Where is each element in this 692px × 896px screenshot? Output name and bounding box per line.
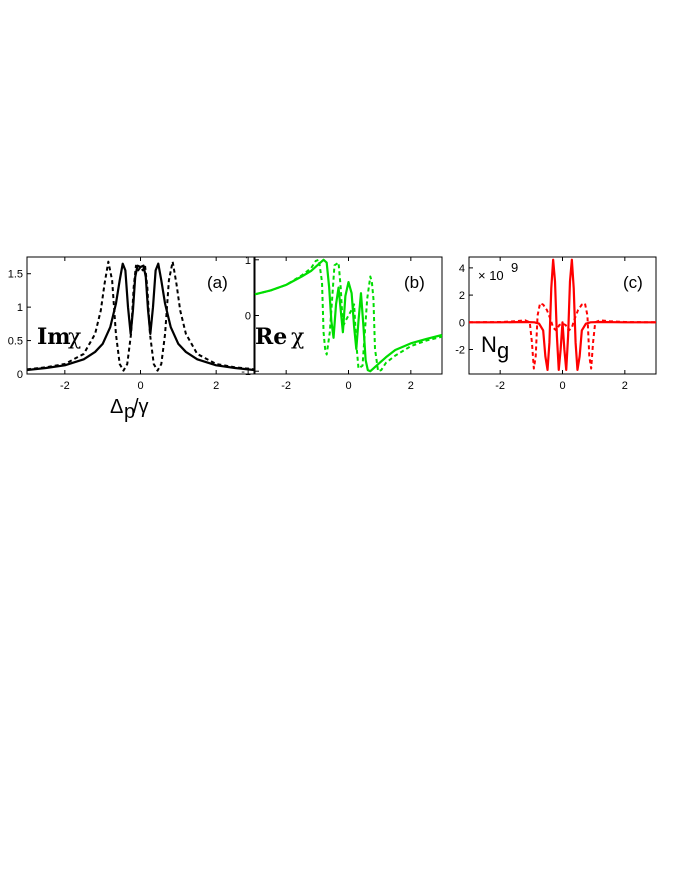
panel-a-ytick-label: 1.5 — [8, 269, 23, 281]
panel-c-xtick-label: 2 — [622, 380, 628, 392]
xlabel-tail: /γ — [133, 396, 149, 418]
ng-sub: g — [497, 338, 509, 363]
panel-b-ylabel: Re χ — [255, 324, 304, 350]
panel-b-ylabel-re: Re — [255, 324, 287, 350]
panel-c-multiplier: × 10 9 — [478, 260, 518, 283]
xlabel-delta: Δ — [110, 396, 123, 418]
panel-c-curves — [468, 258, 657, 372]
panel-c-ytick-label: -2 — [455, 345, 465, 357]
panel-b-label: (b) — [404, 273, 425, 292]
panel-b-ytick-label: -1 — [241, 366, 251, 378]
panel-c-ytick-label: 2 — [459, 290, 465, 302]
multiplier-exp: 9 — [511, 260, 518, 275]
panel-b-ytick-label: 0 — [245, 311, 251, 323]
panel-c-ytick-label: 0 — [459, 317, 465, 329]
panel-c: -2 0 2 -2 0 2 4 (c) × 10 9 N g — [455, 256, 657, 392]
panel-b-ylabel-chi: χ — [291, 325, 304, 350]
panel-a-xtick-label: 0 — [137, 380, 143, 392]
panel-c-label: (c) — [623, 273, 643, 292]
panel-a: -2 0 2 0 0.5 1 1.5 (a) Im χ Δ p /γ — [8, 256, 255, 423]
panel-a-ytick-label: 0.5 — [8, 336, 23, 348]
panel-a-series-solid — [26, 262, 255, 372]
multiplier-base: × 10 — [478, 268, 504, 283]
panel-a-series-dashed — [26, 260, 255, 372]
panel-a-ylabel-im: Im — [37, 324, 71, 350]
panel-a-label: (a) — [207, 273, 228, 292]
panel-b-ticks: -2 0 2 -1 0 1 — [241, 255, 414, 392]
panel-c-xtick-label: 0 — [559, 380, 565, 392]
xlabel-sub: p — [124, 401, 135, 423]
panel-a-ylabel: Im χ — [37, 324, 81, 350]
panel-b-curves — [254, 258, 443, 373]
panel-a-curves — [26, 260, 255, 372]
panel-b-ytick-label: 1 — [245, 255, 251, 267]
panel-a-xlabel: Δ p /γ — [110, 396, 149, 423]
panel-a-ylabel-chi: χ — [68, 325, 81, 350]
panel-a-ytick-label: 0 — [17, 369, 23, 381]
ng-main: N — [481, 332, 497, 357]
panel-c-series-solid — [469, 258, 656, 372]
panel-c-ticks: -2 0 2 -2 0 2 4 — [455, 257, 628, 392]
panel-b: -2 0 2 -1 0 1 (b) Re χ — [241, 255, 443, 392]
panel-c-xtick-label: -2 — [495, 380, 505, 392]
panel-b-xtick-label: 2 — [408, 380, 414, 392]
panel-b-xtick-label: -2 — [281, 380, 291, 392]
panel-b-series-dashed — [254, 258, 443, 373]
panel-c-ytick-label: 4 — [459, 263, 465, 275]
panel-a-ytick-label: 1 — [17, 302, 23, 314]
panel-c-ylabel: N g — [481, 332, 509, 363]
panel-a-ticks: -2 0 2 0 0.5 1 1.5 — [8, 257, 219, 392]
panel-a-xtick-label: -2 — [60, 380, 70, 392]
panel-a-xtick-label: 2 — [213, 380, 219, 392]
panel-b-xtick-label: 0 — [345, 380, 351, 392]
